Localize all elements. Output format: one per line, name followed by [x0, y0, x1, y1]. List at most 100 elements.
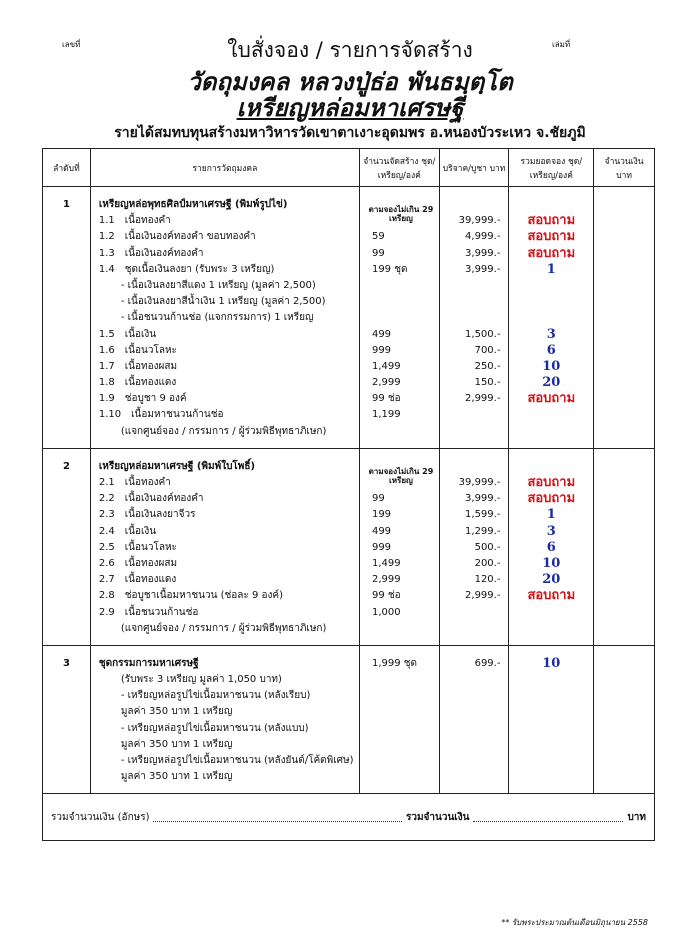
item: 1.9 ช่อบูชา 9 องค์ — [91, 391, 359, 407]
price — [440, 688, 509, 704]
price: 3,999.- — [465, 493, 501, 505]
sub-item: (แจกศูนย์จอง / กรรมการ / ผู้ร่วมพิธีพุทธ… — [120, 622, 327, 634]
row-spacer — [43, 737, 90, 753]
amount — [594, 540, 654, 556]
item-number: 1.5 — [98, 328, 115, 340]
quantity: 999 — [371, 541, 392, 553]
row-spacer — [43, 213, 90, 229]
item: 2.6 เนื้อทองผสม — [91, 556, 359, 572]
price — [440, 197, 509, 213]
item-name: ช่อบูชาเนื้อมหาชนวน (ช่อละ 9 องค์) — [124, 590, 283, 602]
price — [440, 704, 509, 720]
row-spacer — [43, 588, 90, 604]
item-number: 2.1 — [98, 477, 115, 488]
booked — [509, 407, 593, 423]
booked — [509, 310, 593, 326]
amount — [594, 278, 654, 294]
item-number: 2.9 — [98, 606, 115, 618]
item-number: 1.8 — [98, 377, 115, 389]
amount — [594, 621, 654, 637]
row-spacer — [43, 229, 90, 245]
quantity: 1,199 — [371, 409, 401, 421]
column: 1 — [43, 187, 91, 448]
amount — [594, 769, 654, 785]
quantity: 1,499 — [371, 557, 401, 569]
sub-item: - เนื้อเงินลงยาสีน้ำเงิน 1 เหรียญ (มูลค่… — [120, 296, 326, 308]
doc-no-label: เลขที่ — [62, 40, 81, 49]
item-number: 2.4 — [98, 525, 115, 537]
booked — [509, 769, 593, 785]
item-name: เนื้อเงินองค์ทองคำ ขอบทองคำ — [124, 231, 256, 243]
booked — [509, 278, 593, 294]
item-name: เนื้อทองแดง — [124, 574, 177, 586]
item: 1.1 เนื้อทองคำ — [91, 213, 359, 229]
amount — [594, 605, 654, 621]
price — [440, 278, 509, 294]
price: 250.- — [474, 360, 501, 372]
row-spacer — [43, 424, 90, 440]
item: 1.4 ชุดเนื้อเงินลงยา (รับพระ 3 เหรียญ) — [91, 262, 359, 278]
column: 2 — [43, 448, 91, 645]
quantity — [360, 294, 439, 310]
price: 4,999.- — [465, 231, 501, 243]
price — [440, 310, 509, 326]
item: 1.3 เนื้อเงินองค์ทองคำ — [91, 246, 359, 262]
amount — [594, 407, 654, 423]
amount — [594, 213, 654, 229]
amount — [594, 197, 654, 213]
row-spacer — [43, 769, 90, 785]
price: 700.- — [474, 344, 501, 356]
table-header: ลำดับที่ รายการวัตถุมงคล จำนวนจัดสร้าง ชุด… — [43, 149, 654, 186]
amount — [594, 375, 654, 391]
price — [440, 294, 509, 310]
sub-item: มูลค่า 350 บาท 1 เหรียญ — [120, 771, 233, 783]
item-number: 1.10 — [98, 409, 122, 421]
amount — [594, 672, 654, 688]
row-spacer — [43, 246, 90, 262]
booked — [509, 424, 593, 440]
temple-name: วัดถุมงคล หลวงปู่ธ่อ พันธมฺตฺโต — [187, 68, 513, 96]
sub-item: (แจกศูนย์จอง / กรรมการ / ผู้ร่วมพิธีพุทธ… — [120, 425, 327, 437]
price: 2,999.- — [465, 393, 501, 405]
booked: 10 — [542, 358, 561, 374]
amount — [594, 704, 654, 720]
booked: 20 — [542, 572, 561, 588]
quantity: 1,999 ชุด — [371, 657, 418, 669]
booked: 6 — [546, 539, 556, 555]
item-name: เนื้อนวโลหะ — [124, 344, 177, 356]
booked — [509, 753, 593, 769]
price: 1,299.- — [465, 525, 501, 537]
quantity — [360, 704, 439, 720]
item: 2.7 เนื้อทองแดง — [91, 572, 359, 588]
section-title: ชุดกรรมการมหาเศรษฐี — [98, 657, 199, 669]
price: 39,999.- — [458, 215, 501, 227]
price — [440, 459, 509, 475]
booked — [509, 672, 593, 688]
column: ตามจองไม่เกิน 29 เหรียญ 59 99 199 ชุด 499 999… — [360, 187, 440, 448]
amount — [594, 294, 654, 310]
amount — [594, 753, 654, 769]
item: 1.8 เนื้อทองแดง — [91, 375, 359, 391]
booked — [509, 704, 593, 720]
sub-item: - เหรียญหล่อรูปไข่เนื้อมหาชนวน (หลังยันต… — [120, 755, 354, 766]
quantity: ตามจองไม่เกิน 29 เหรียญ — [368, 467, 434, 485]
item-number: 2.2 — [98, 493, 115, 505]
amount — [594, 556, 654, 572]
dotted-line — [153, 812, 402, 823]
item-number: 1.9 — [98, 393, 115, 405]
quantity: 199 — [371, 509, 392, 521]
section-number: 3 — [62, 657, 70, 669]
item-name: เนื้อเงินลงยาจีวร — [124, 509, 196, 521]
amount — [594, 737, 654, 753]
price — [440, 769, 509, 785]
price: 200.- — [474, 557, 501, 569]
price — [440, 753, 509, 769]
quantity — [360, 278, 439, 294]
dotted-line — [473, 812, 624, 823]
row-spacer — [43, 672, 90, 688]
section: 1 เหรียญหล่อพุทธศิลป์มหาเศรษฐี (พิมพ์รูปไ… — [43, 186, 654, 448]
table-body: 1 เหรียญหล่อพุทธศิลป์มหาเศรษฐี (พิมพ์รูปไ… — [43, 186, 654, 794]
quantity: 99 — [371, 247, 385, 259]
price: 1,599.- — [465, 509, 501, 521]
